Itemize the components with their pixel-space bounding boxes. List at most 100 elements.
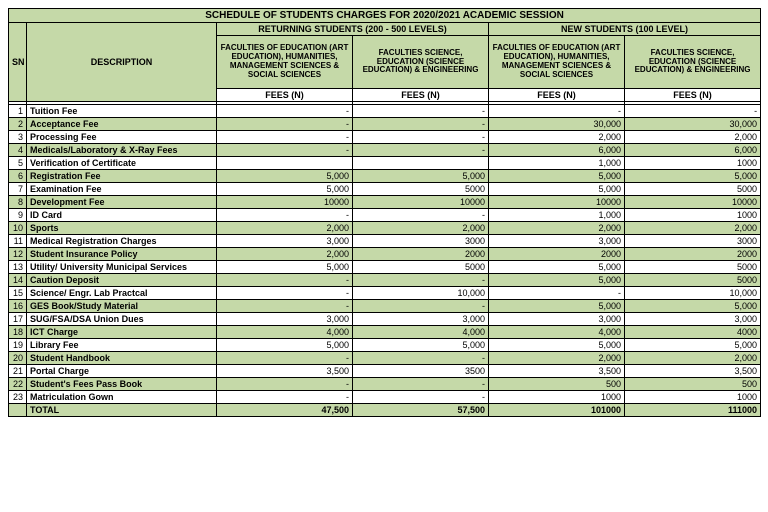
row-val-c: 1000 <box>489 391 625 404</box>
row-sn: 18 <box>9 326 27 339</box>
row-desc: Student's Fees Pass Book <box>27 378 217 391</box>
row-val-a: - <box>217 118 353 131</box>
row-val-a: - <box>217 105 353 118</box>
row-val-d: 5000 <box>625 274 761 287</box>
row-val-b: - <box>353 352 489 365</box>
row-val-d: 4000 <box>625 326 761 339</box>
row-sn: 7 <box>9 183 27 196</box>
group-header-row: SN DESCRIPTION RETURNING STUDENTS (200 -… <box>9 23 761 36</box>
faculty-sci-new: FACULTIES SCIENCE, EDUCATION (SCIENCE ED… <box>625 36 761 89</box>
row-sn: 8 <box>9 196 27 209</box>
table-row: 9ID Card--1,0001000 <box>9 209 761 222</box>
row-val-b: 5,000 <box>353 170 489 183</box>
row-val-a: 3,000 <box>217 235 353 248</box>
row-desc: Tuition Fee <box>27 105 217 118</box>
row-desc: Medical Registration Charges <box>27 235 217 248</box>
row-desc: ICT Charge <box>27 326 217 339</box>
table-row: 4Medicals/Laboratory & X-Ray Fees--6,000… <box>9 144 761 157</box>
row-val-c: 4,000 <box>489 326 625 339</box>
row-val-d: 6,000 <box>625 144 761 157</box>
table-row: 7Examination Fee5,00050005,0005000 <box>9 183 761 196</box>
row-val-d: 5,000 <box>625 339 761 352</box>
row-sn: 11 <box>9 235 27 248</box>
table-row: 11Medical Registration Charges3,00030003… <box>9 235 761 248</box>
row-val-d: 10000 <box>625 196 761 209</box>
row-desc: Medicals/Laboratory & X-Ray Fees <box>27 144 217 157</box>
returning-header: RETURNING STUDENTS (200 - 500 LEVELS) <box>217 23 489 36</box>
row-sn: 16 <box>9 300 27 313</box>
fees-label-2: FEES (N) <box>353 89 489 102</box>
row-val-b: - <box>353 118 489 131</box>
row-val-b: 5000 <box>353 183 489 196</box>
row-val-d: - <box>625 105 761 118</box>
row-desc: Portal Charge <box>27 365 217 378</box>
table-row: 19Library Fee5,0005,0005,0005,000 <box>9 339 761 352</box>
row-sn: 17 <box>9 313 27 326</box>
row-desc: Caution Deposit <box>27 274 217 287</box>
row-desc: Matriculation Gown <box>27 391 217 404</box>
row-val-a: - <box>217 274 353 287</box>
row-val-c: - <box>489 287 625 300</box>
row-desc: Library Fee <box>27 339 217 352</box>
row-val-a: - <box>217 300 353 313</box>
table-row: 14Caution Deposit--5,0005000 <box>9 274 761 287</box>
row-desc: Sports <box>27 222 217 235</box>
row-val-d: 500 <box>625 378 761 391</box>
row-val-a: 2,000 <box>217 248 353 261</box>
row-val-d: 3,500 <box>625 365 761 378</box>
row-val-b: 3500 <box>353 365 489 378</box>
row-val-d: 10,000 <box>625 287 761 300</box>
row-val-d: 5,000 <box>625 300 761 313</box>
faculty-sci-returning: FACULTIES SCIENCE, EDUCATION (SCIENCE ED… <box>353 36 489 89</box>
row-val-b <box>353 157 489 170</box>
row-val-b: 4,000 <box>353 326 489 339</box>
row-val-a: - <box>217 391 353 404</box>
row-val-d: 5,000 <box>625 170 761 183</box>
row-val-c: 1,000 <box>489 157 625 170</box>
row-val-d: 3,000 <box>625 313 761 326</box>
row-val-c: 2,000 <box>489 131 625 144</box>
row-desc: ID Card <box>27 209 217 222</box>
row-val-a: 3,500 <box>217 365 353 378</box>
row-sn: 4 <box>9 144 27 157</box>
row-val-c: 6,000 <box>489 144 625 157</box>
table-row: 23Matriculation Gown--10001000 <box>9 391 761 404</box>
row-desc: Processing Fee <box>27 131 217 144</box>
row-val-c: 5,000 <box>489 274 625 287</box>
row-val-d: 5000 <box>625 183 761 196</box>
row-val-d: 5000 <box>625 261 761 274</box>
fees-label-4: FEES (N) <box>625 89 761 102</box>
row-sn: 10 <box>9 222 27 235</box>
new-header: NEW STUDENTS (100 LEVEL) <box>489 23 761 36</box>
table-row: 17SUG/FSA/DSA Union Dues3,0003,0003,0003… <box>9 313 761 326</box>
table-row: 18ICT Charge4,0004,0004,0004000 <box>9 326 761 339</box>
row-val-c: 5,000 <box>489 300 625 313</box>
total-b: 57,500 <box>353 404 489 417</box>
row-val-b: 3000 <box>353 235 489 248</box>
fees-label-3: FEES (N) <box>489 89 625 102</box>
row-desc: GES Book/Study Material <box>27 300 217 313</box>
row-sn: 20 <box>9 352 27 365</box>
table-row: 20Student Handbook--2,0002,000 <box>9 352 761 365</box>
table-row: 6Registration Fee5,0005,0005,0005,000 <box>9 170 761 183</box>
row-sn: 22 <box>9 378 27 391</box>
row-sn: 2 <box>9 118 27 131</box>
table-row: 22Student's Fees Pass Book--500500 <box>9 378 761 391</box>
row-val-a: - <box>217 209 353 222</box>
row-val-d: 30,000 <box>625 118 761 131</box>
row-val-c: 5,000 <box>489 261 625 274</box>
row-val-b: - <box>353 144 489 157</box>
total-sn <box>9 404 27 417</box>
row-sn: 15 <box>9 287 27 300</box>
row-desc: Verification of Certificate <box>27 157 217 170</box>
row-sn: 9 <box>9 209 27 222</box>
row-val-b: - <box>353 105 489 118</box>
row-sn: 12 <box>9 248 27 261</box>
row-sn: 6 <box>9 170 27 183</box>
row-val-b: - <box>353 131 489 144</box>
row-desc: Student Insurance Policy <box>27 248 217 261</box>
row-sn: 1 <box>9 105 27 118</box>
row-val-a: 5,000 <box>217 339 353 352</box>
fees-label-1: FEES (N) <box>217 89 353 102</box>
row-sn: 19 <box>9 339 27 352</box>
